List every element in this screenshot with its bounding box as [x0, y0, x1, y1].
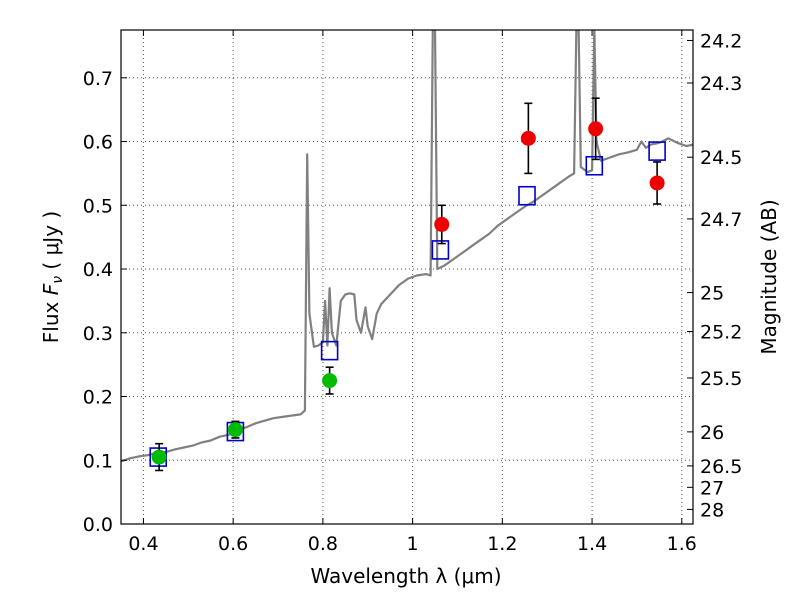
green-data-point	[322, 373, 338, 389]
magnitude-tick-label: 26.5	[700, 456, 742, 478]
plot-frame	[120, 29, 694, 525]
y-tick-label: 0.3	[83, 323, 113, 345]
plot-area	[121, 30, 693, 472]
model-flux-box	[518, 185, 536, 206]
axes: 0.4 0.6 0.8 1 1.2 1.4 1.6 0.0 0.1 0.2 0.3 0.4 0.5 0.6…	[83, 29, 742, 555]
y-tick-label: 0.6	[83, 132, 113, 154]
red-data-point	[520, 130, 536, 146]
red-data-point	[649, 175, 665, 191]
x-tick-label: 1.2	[487, 533, 517, 555]
magnitude-tick-label: 24.3	[700, 73, 742, 95]
y-tick-label: 0.1	[83, 450, 113, 472]
magnitude-tick-label: 24.7	[700, 209, 742, 231]
model-flux-box	[585, 155, 604, 176]
x-axis-label: Wavelength λ (μm)	[310, 564, 501, 588]
grid	[121, 30, 693, 525]
x-tick-label: 1.4	[577, 533, 607, 555]
model-flux-box	[431, 240, 450, 260]
magnitude-tick-label: 27	[700, 477, 724, 499]
magnitude-tick-label: 26	[700, 422, 724, 444]
x-tick-label: 0.8	[308, 533, 338, 555]
magnitude-tick-label: 25	[700, 283, 724, 305]
magnitude-tick-label: 28	[700, 499, 724, 521]
magnitude-axis-label: Magnitude (AB)	[757, 199, 781, 354]
y-tick-label: 0.2	[83, 387, 113, 409]
green-data-point	[151, 449, 167, 465]
y-tick-label: 0.4	[83, 259, 113, 281]
x-tick-label: 0.6	[218, 533, 248, 555]
red-data-point	[588, 121, 604, 137]
red-data-point	[434, 216, 450, 232]
y-axis-label: Flux Fν ( μJy )	[39, 211, 66, 343]
y-tick-label: 0.5	[83, 195, 113, 217]
y-tick-label: 0.7	[83, 68, 113, 90]
magnitude-tick-label: 24.2	[700, 30, 742, 52]
magnitude-tick-label: 25.2	[700, 322, 742, 344]
x-tick-label: 1.6	[667, 533, 697, 555]
model-flux-box	[320, 340, 339, 361]
green-data-point	[227, 422, 243, 438]
x-tick-label: 0.4	[128, 533, 158, 555]
magnitude-tick-label: 25.5	[700, 368, 742, 390]
x-tick-label: 1	[407, 533, 419, 555]
magnitude-tick-label: 24.5	[700, 147, 742, 169]
model-flux-box	[648, 141, 666, 161]
y-tick-label: 0.0	[83, 514, 113, 536]
sed-spectrum-line	[121, 30, 693, 463]
